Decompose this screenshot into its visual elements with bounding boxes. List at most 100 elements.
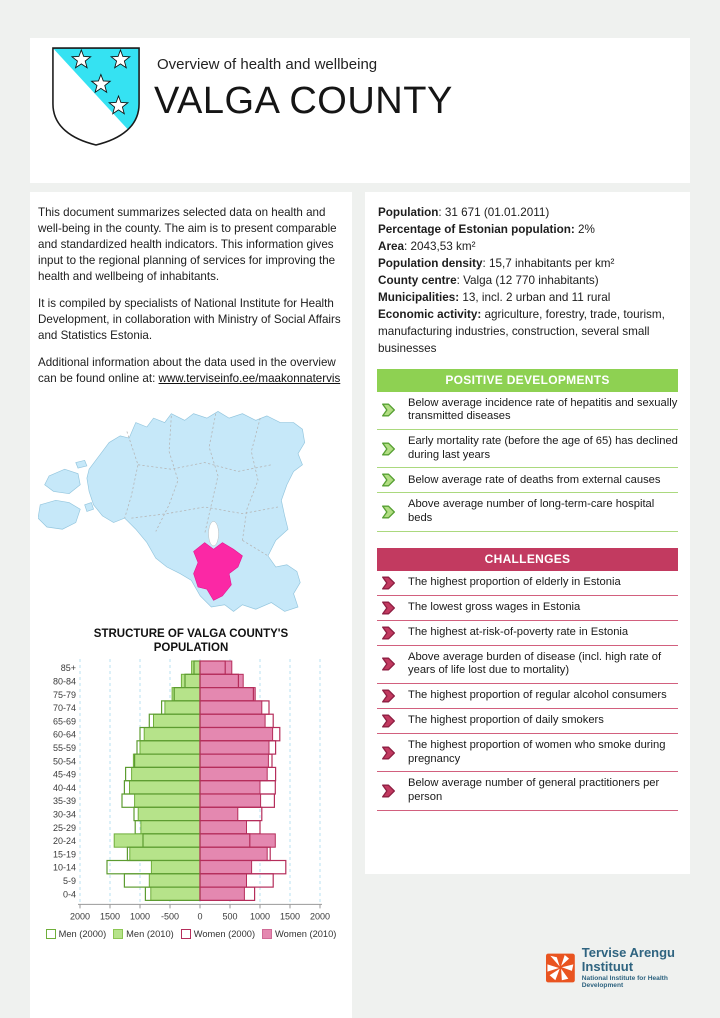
ribbon-arrow-crimson-icon: [381, 576, 397, 590]
island-vormsi: [75, 459, 88, 469]
challenges-banner: CHALLENGES: [377, 547, 678, 571]
estonia-mainland: [86, 410, 306, 612]
ribbon-arrow-crimson-icon: [381, 601, 397, 615]
population-pyramid-chart: 85+ 80-84 75-79 70-74 65-69 60-64 55-59 50-54 45…: [32, 658, 352, 927]
list-item-text: Below average rate of deaths from extern…: [408, 473, 661, 486]
svg-text:80-84: 80-84: [53, 676, 76, 686]
logo-title: Tervise Arengu Instituut: [581, 945, 675, 974]
institute-logo: Tervise Arengu Instituut National Instit…: [546, 946, 694, 989]
svg-text:-500: -500: [161, 911, 179, 921]
list-item: The lowest gross wages in Estonia: [377, 596, 678, 621]
list-item-text: The highest proportion of daily smokers: [408, 714, 604, 727]
svg-text:50-54: 50-54: [53, 756, 76, 766]
island-saaremaa: [37, 499, 81, 530]
svg-text:10-14: 10-14: [53, 862, 76, 872]
fact-line: Area: 2043,53 km²: [378, 239, 476, 253]
legend-swatch-icon: [45, 928, 56, 939]
coat-of-arms: [50, 45, 142, 154]
fact-line: Population: 31 671 (01.01.2011): [378, 206, 550, 219]
right-column-panel: Population: 31 671 (01.01.2011) Percentag…: [365, 192, 690, 874]
logo-subtitle: National Institute for Health Developmen…: [581, 975, 668, 990]
list-item-text: The lowest gross wages in Estonia: [408, 600, 581, 613]
list-item: Above average number of long-term-care h…: [377, 493, 678, 532]
fact-line: Percentage of Estonian population: 2%: [378, 222, 595, 236]
lake-vortsjarv: [208, 521, 219, 546]
list-item-text: Above average burden of disease (incl. h…: [408, 650, 662, 677]
chart-legend: Men (2000) Men (2010) Women (2000) Women (2…: [30, 928, 352, 939]
list-item-text: The highest proportion of women who smok…: [408, 738, 666, 765]
legend-label: Men (2010): [126, 928, 174, 939]
left-column-panel: This document summarizes selected data o…: [30, 192, 352, 1018]
intro-paragraph-1: This document summarizes selected data o…: [38, 206, 337, 283]
ribbon-arrow-green-icon: [381, 403, 397, 417]
list-item-text: Below average number of general practiti…: [408, 777, 660, 803]
list-item-text: Early mortality rate (before the age of …: [408, 435, 678, 461]
svg-text:2000: 2000: [310, 911, 330, 921]
ribbon-arrow-crimson-icon: [381, 714, 397, 728]
legend-item: Men (2000): [45, 928, 107, 939]
list-item: Below average rate of deaths from extern…: [377, 468, 678, 494]
svg-text:1000: 1000: [250, 911, 270, 921]
page-title: VALGA COUNTY: [154, 80, 453, 122]
svg-text:75-79: 75-79: [53, 689, 76, 699]
legend-item: Men (2010): [113, 928, 174, 939]
svg-text:500: 500: [222, 911, 237, 921]
svg-text:1500: 1500: [100, 911, 120, 921]
list-item: Below average number of general practiti…: [377, 772, 678, 811]
svg-text:30-34: 30-34: [53, 809, 76, 819]
svg-text:85+: 85+: [61, 663, 76, 673]
intro-paragraph-3: Additional information about the data us…: [38, 355, 343, 387]
header-panel: Overview of health and wellbeing VALGA C…: [30, 38, 690, 183]
svg-text:5-9: 5-9: [63, 876, 76, 886]
valga-county-highlight: [193, 542, 243, 601]
svg-text:1000: 1000: [130, 911, 150, 921]
ribbon-arrow-crimson-icon: [381, 657, 397, 671]
list-item: Below average incidence rate of hepatiti…: [377, 392, 678, 431]
svg-text:15-19: 15-19: [53, 849, 76, 859]
challenges-list: The highest proportion of elderly in Est…: [377, 571, 678, 811]
svg-text:55-59: 55-59: [53, 743, 76, 753]
ribbon-arrow-crimson-icon: [381, 689, 397, 703]
ribbon-arrow-crimson-icon: [381, 784, 397, 798]
list-item-text: The highest proportion of regular alcoho…: [408, 689, 667, 702]
svg-text:45-49: 45-49: [53, 769, 76, 779]
legend-swatch-icon: [113, 928, 124, 939]
intro-paragraph-2: It is compiled by specialists of Nationa…: [38, 296, 341, 342]
svg-text:2000: 2000: [70, 911, 90, 921]
list-item: Above average burden of disease (incl. h…: [377, 646, 678, 684]
legend-label: Men (2000): [58, 928, 107, 939]
list-item: The highest proportion of daily smokers: [377, 709, 678, 734]
fact-line: Municipalities: 13, incl. 2 urban and 11…: [378, 290, 611, 304]
list-item-text: The highest at-risk-of-poverty rate in E…: [408, 625, 629, 638]
svg-text:1500: 1500: [280, 911, 300, 921]
fact-line: Economic activity: agriculture, forestry…: [378, 307, 665, 355]
svg-text:0-4: 0-4: [63, 889, 76, 899]
intro-text: This document summarizes selected data o…: [38, 205, 343, 387]
svg-text:25-29: 25-29: [53, 822, 76, 832]
svg-text:60-64: 60-64: [53, 729, 76, 739]
legend-item: Women (2010): [262, 928, 337, 939]
list-item-text: Above average number of long-term-care h…: [408, 498, 655, 524]
island-muhu: [84, 501, 94, 512]
info-link[interactable]: www.terviseinfo.ee/maakonnatervis: [158, 371, 341, 385]
svg-text:0: 0: [197, 911, 202, 921]
legend-label: Women (2010): [275, 928, 337, 939]
positive-developments-banner: POSITIVE DEVELOPMENTS: [377, 368, 678, 392]
list-item-text: Below average incidence rate of hepatiti…: [408, 396, 678, 423]
island-hiiumaa: [44, 468, 81, 494]
svg-text:70-74: 70-74: [53, 703, 76, 713]
legend-item: Women (2000): [180, 928, 256, 939]
document-subtitle: Overview of health and wellbeing: [157, 56, 378, 73]
legend-label: Women (2000): [193, 928, 256, 939]
list-item: The highest proportion of women who smok…: [377, 734, 678, 773]
fact-line: Population density: 15,7 inhabitants per…: [378, 256, 615, 270]
ribbon-arrow-green-icon: [381, 442, 397, 456]
ribbon-arrow-crimson-icon: [381, 746, 397, 760]
estonia-map: [37, 398, 352, 621]
svg-text:20-24: 20-24: [53, 836, 76, 846]
tai-logo-icon: [546, 953, 575, 983]
fact-line: County centre: Valga (12 770 inhabitants…: [378, 273, 599, 287]
county-facts: Population: 31 671 (01.01.2011) Percentag…: [378, 205, 678, 358]
ribbon-arrow-green-icon: [381, 505, 397, 519]
list-item: The highest proportion of elderly in Est…: [377, 571, 678, 596]
